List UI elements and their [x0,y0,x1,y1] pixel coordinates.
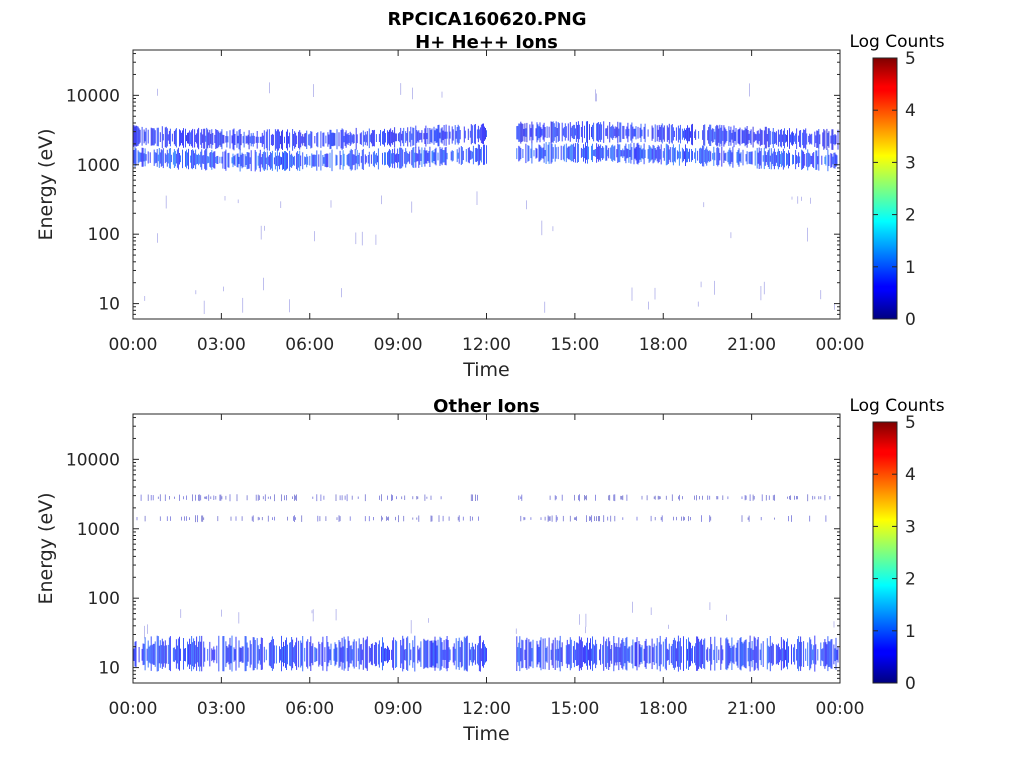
colorbar-tick-label: 1 [905,622,916,642]
energy-band-1 [132,121,839,151]
x-tick-label: 00:00 [816,335,865,355]
colorbar-tick-label: 4 [905,465,916,485]
colorbar: Log Counts 0 1 2 3 4 5 [849,32,944,330]
colorbar-tick-label: 3 [905,517,916,537]
x-tick-label: 18:00 [639,699,688,719]
x-tick-label: 06:00 [285,335,334,355]
y-axis: 10 100 1000 10000 [66,53,840,320]
y-tick-label: 1000 [77,520,120,540]
figure-title: RPCICA160620.PNG [387,9,586,30]
colorbar-frame [872,421,898,684]
colorbar-tick-label: 4 [905,101,916,121]
x-tick-label: 09:00 [374,699,423,719]
y-axis-label: Energy (eV) [35,492,57,604]
x-axis-label: Time [462,723,510,745]
panel-title: H+ He++ Ions [415,32,558,53]
spectrogram-data [132,494,839,672]
energy-band-1 [136,515,827,523]
colorbar-gradient [873,58,897,319]
x-tick-label: 15:00 [550,335,599,355]
x-tick-label: 03:00 [197,335,246,355]
energy-band-0 [132,142,838,172]
y-tick-label: 1000 [77,156,120,176]
colorbar-gradient [873,422,897,683]
x-axis: 00:00 03:00 06:00 09:00 12:00 15:00 18:00 21:00… [109,414,865,719]
y-axis: 10 100 1000 10000 [66,417,840,684]
x-tick-label: 12:00 [462,699,511,719]
sparse-counts [144,82,835,314]
y-tick-label: 10000 [66,86,120,106]
x-tick-label: 12:00 [462,335,511,355]
colorbar-tick-label: 3 [905,153,916,173]
x-axis-label: Time [462,359,510,381]
x-tick-label: 18:00 [639,335,688,355]
colorbar-tick-label: 0 [905,674,916,694]
x-tick-label: 21:00 [727,335,776,355]
x-tick-label: 03:00 [197,699,246,719]
x-tick-label: 00:00 [109,699,158,719]
colorbar-tick-label: 2 [905,570,916,590]
energy-band-0 [133,635,839,672]
y-tick-label: 10 [98,295,120,315]
colorbar-tick-label: 2 [905,206,916,226]
panel-title: Other Ions [433,396,540,417]
colorbar-tick-label: 1 [905,258,916,278]
colorbar-frame [872,57,898,320]
y-tick-label: 100 [88,225,120,245]
y-axis-label: Energy (eV) [35,128,57,240]
x-tick-label: 00:00 [816,699,865,719]
x-tick-label: 09:00 [374,335,423,355]
colorbar: Log Counts 0 1 2 3 4 5 [849,396,944,694]
y-tick-label: 10 [98,659,120,679]
plot-frame [132,49,841,320]
colorbar-tick-label: 5 [905,413,916,433]
x-axis: 00:00 03:00 06:00 09:00 12:00 15:00 18:00 21:00… [109,50,865,355]
sparse-counts [144,601,835,639]
spectrogram-data [132,82,839,314]
x-tick-label: 15:00 [550,699,599,719]
y-tick-label: 100 [88,589,120,609]
energy-band-2 [132,494,831,502]
colorbar-tick-label: 0 [905,310,916,330]
x-tick-label: 06:00 [285,699,334,719]
x-tick-label: 00:00 [109,335,158,355]
colorbar-label: Log Counts [849,396,944,416]
x-tick-label: 21:00 [727,699,776,719]
colorbar-label: Log Counts [849,32,944,52]
colorbar-tick-label: 5 [905,49,916,69]
y-tick-label: 10000 [66,450,120,470]
